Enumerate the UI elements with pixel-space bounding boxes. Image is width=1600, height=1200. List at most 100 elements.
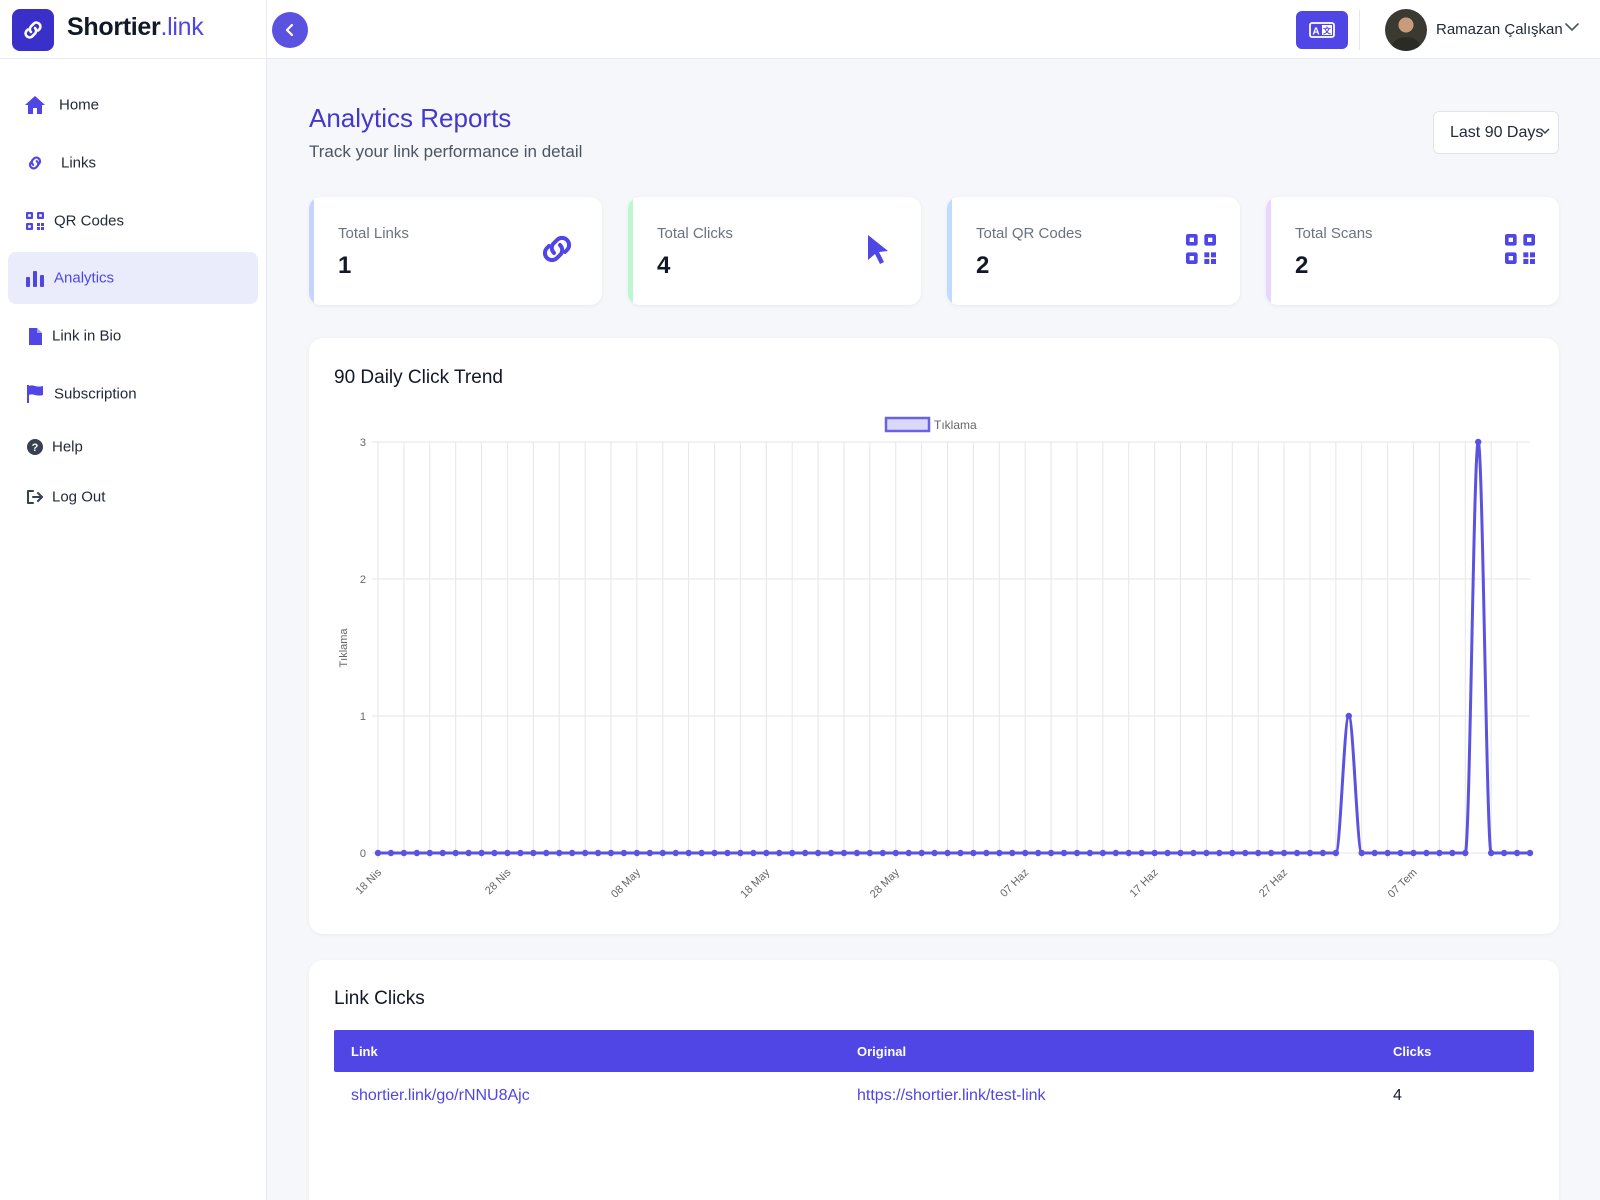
data-point <box>646 849 654 857</box>
brand-name-main: Shortier <box>67 13 161 41</box>
sidebar-item-link-in-bio[interactable]: Link in Bio <box>8 310 258 362</box>
translate-icon: A 文 <box>1309 22 1335 38</box>
legend-swatch[interactable] <box>884 416 931 433</box>
data-point <box>594 849 602 857</box>
sidebar-item-label: Subscription <box>54 385 137 403</box>
stat-card-total-qr-codes: Total QR Codes 2 <box>947 197 1240 305</box>
date-range-select[interactable]: Last 90 Days <box>1433 111 1559 154</box>
data-point <box>698 849 705 857</box>
column-header-link[interactable]: Link <box>351 1044 378 1059</box>
data-point <box>530 849 537 857</box>
x-tick-label: 27 Haz <box>1257 867 1290 900</box>
stat-label: Total Links <box>338 225 409 242</box>
link-icon <box>535 229 579 269</box>
data-point <box>1526 849 1534 857</box>
data-point <box>374 849 382 857</box>
data-point <box>892 849 899 857</box>
stat-label: Total QR Codes <box>976 225 1082 242</box>
short-link[interactable]: shortier.link/go/rNNU8Ajc <box>351 1087 530 1104</box>
data-point <box>711 849 718 857</box>
y-tick-label: 0 <box>360 848 366 860</box>
data-point <box>931 849 938 857</box>
chevron-left-icon <box>285 23 294 37</box>
data-point <box>543 849 550 857</box>
x-tick-label: 28 May <box>868 866 902 900</box>
data-point <box>504 849 511 857</box>
data-point <box>840 849 848 857</box>
y-tick-label: 1 <box>360 711 366 723</box>
data-point <box>1487 849 1495 857</box>
data-point <box>983 849 990 857</box>
sidebar-item-log-out[interactable]: Log Out <box>8 471 258 523</box>
original-link[interactable]: https://shortier.link/test-link <box>857 1087 1046 1104</box>
link-clicks-panel: Link Clicks Link Original Clicks shortie… <box>309 960 1559 1200</box>
sidebar-item-qr-codes[interactable]: QR Codes <box>8 195 258 247</box>
series-line <box>378 440 1530 855</box>
data-point <box>763 849 770 857</box>
stat-value: 2 <box>976 252 990 279</box>
stat-card-total-scans: Total Scans 2 <box>1266 197 1559 305</box>
user-name[interactable]: Ramazan Çalışkan <box>1436 21 1563 38</box>
question-circle-icon: ? <box>24 436 46 458</box>
data-point <box>1423 849 1430 857</box>
svg-text:A: A <box>1312 27 1319 38</box>
chart-title: 90 Daily Click Trend <box>334 367 503 388</box>
data-point <box>1332 849 1340 857</box>
sidebar-item-analytics[interactable]: Analytics <box>8 252 258 304</box>
data-point <box>776 849 783 857</box>
qr-code-icon <box>1179 229 1223 269</box>
document-icon <box>24 325 46 347</box>
data-point <box>607 849 615 857</box>
qr-code-icon <box>24 210 46 232</box>
data-point <box>724 849 731 857</box>
legend-label[interactable]: Tıklama <box>934 418 977 432</box>
data-point <box>1216 849 1223 857</box>
stat-label: Total Clicks <box>657 225 733 242</box>
data-point <box>1112 849 1119 857</box>
column-header-original[interactable]: Original <box>857 1044 907 1059</box>
data-point <box>1125 849 1132 857</box>
data-point <box>659 849 666 857</box>
data-point <box>1203 849 1210 857</box>
data-point <box>970 849 977 857</box>
data-point <box>491 849 498 857</box>
stat-value: 4 <box>657 252 671 279</box>
avatar[interactable] <box>1385 9 1427 51</box>
brand-name[interactable]: Shortier.link <box>67 13 204 42</box>
date-range-value: Last 90 Days <box>1450 124 1544 141</box>
data-point <box>1138 849 1145 857</box>
sidebar-item-help[interactable]: ? Help <box>8 421 258 473</box>
link-icon <box>24 152 46 174</box>
x-tick-label: 08 May <box>609 866 643 900</box>
x-tick-label: 18 Nis <box>354 866 385 897</box>
data-point <box>1021 849 1029 857</box>
header-separator <box>1359 10 1360 50</box>
sidebar-item-subscription[interactable]: Subscription <box>8 368 258 420</box>
data-point <box>1047 849 1055 857</box>
language-button[interactable]: A 文 <box>1296 11 1348 49</box>
data-point <box>685 849 692 857</box>
sidebar-item-home[interactable]: Home <box>8 79 258 131</box>
table-header: Link Original Clicks <box>334 1030 1534 1072</box>
data-point <box>1358 849 1365 857</box>
x-tick-label: 17 Haz <box>1128 867 1161 900</box>
data-point <box>789 849 796 857</box>
logo-icon[interactable] <box>12 9 54 51</box>
sidebar-item-label: Help <box>52 438 83 456</box>
data-point <box>1280 849 1288 857</box>
stat-value: 1 <box>338 252 352 279</box>
data-point <box>1151 849 1158 857</box>
data-point <box>1410 849 1417 857</box>
sidebar-collapse-button[interactable] <box>272 12 308 48</box>
data-point <box>1293 849 1301 857</box>
data-point <box>1319 849 1327 857</box>
data-point <box>465 849 472 857</box>
data-point <box>905 849 912 857</box>
x-tick-label: 18 May <box>738 866 772 900</box>
sidebar-item-links[interactable]: Links <box>8 137 258 189</box>
page-title: Analytics Reports <box>309 103 512 133</box>
column-header-clicks[interactable]: Clicks <box>1393 1044 1432 1059</box>
sidebar-item-label: QR Codes <box>54 212 125 230</box>
data-point <box>1009 849 1016 857</box>
chevron-down-icon[interactable] <box>1565 22 1579 32</box>
